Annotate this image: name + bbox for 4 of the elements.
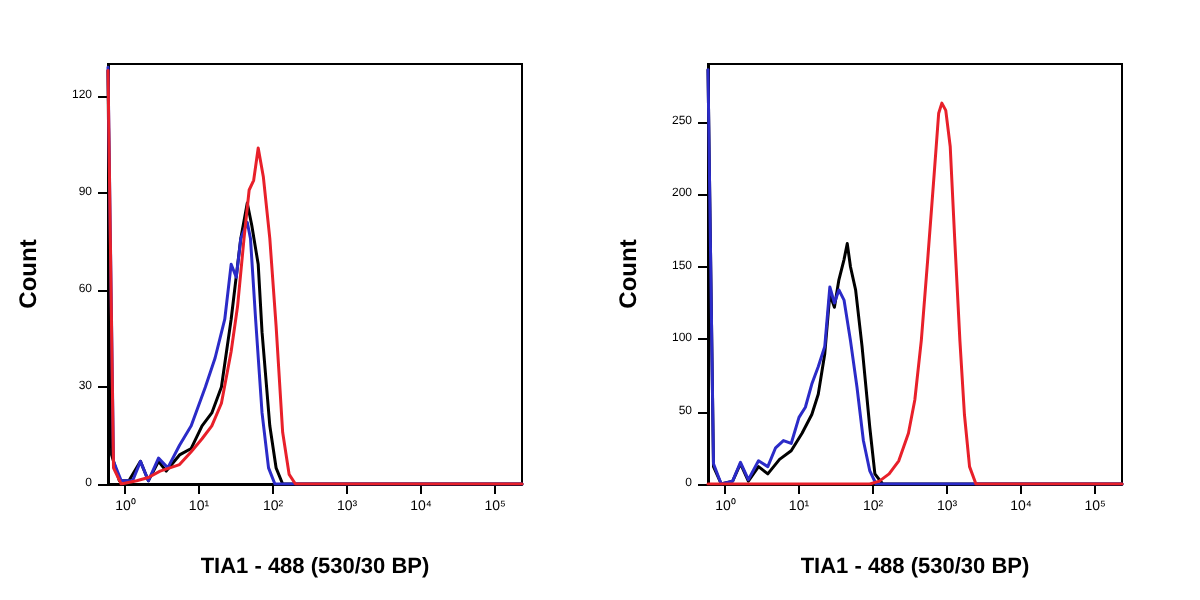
x-axis-title: TIA1 - 488 (530/30 BP)	[800, 555, 1030, 579]
x-axis-title: TIA1 - 488 (530/30 BP)	[200, 555, 430, 579]
y-axis-title: Count	[14, 239, 42, 309]
y-axis-title: Count	[614, 239, 642, 309]
